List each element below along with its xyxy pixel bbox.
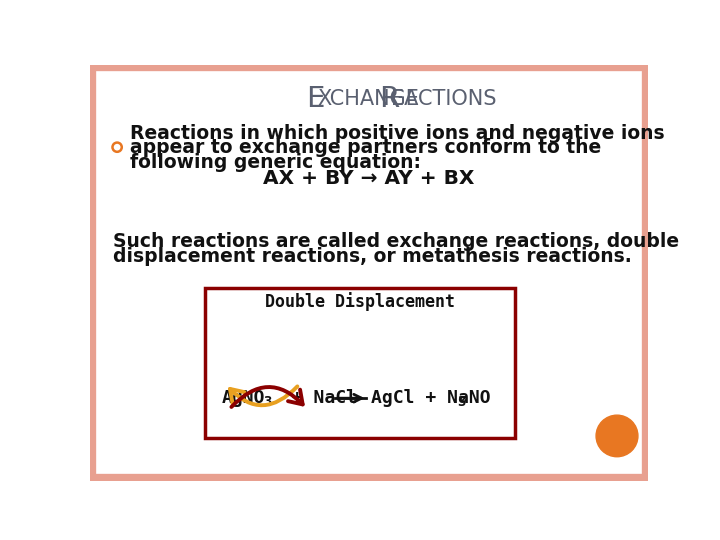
FancyBboxPatch shape [204,288,515,438]
Text: AgCl + NaNO: AgCl + NaNO [371,389,490,407]
FancyBboxPatch shape [92,67,646,478]
Text: XCHANGE: XCHANGE [318,90,420,110]
Text: AX + BY → AY + BX: AX + BY → AY + BX [264,169,474,188]
FancyArrowPatch shape [231,387,302,407]
Text: Such reactions are called exchange reactions, double: Such reactions are called exchange react… [113,232,680,252]
Text: following generic equation:: following generic equation: [130,153,421,172]
Text: Reactions in which positive ions and negative ions: Reactions in which positive ions and neg… [130,124,665,143]
Text: Double Displacement: Double Displacement [265,293,455,312]
Text: 3: 3 [457,395,466,409]
Text: EACTIONS: EACTIONS [391,90,496,110]
Text: AgNO: AgNO [222,389,265,407]
Circle shape [596,415,638,457]
Text: displacement reactions, or metathesis reactions.: displacement reactions, or metathesis re… [113,247,632,266]
Text: E: E [306,85,325,113]
Text: R: R [379,85,400,113]
Text: 3: 3 [263,395,271,409]
FancyArrowPatch shape [230,387,297,405]
Text: + NaCl: + NaCl [270,389,357,407]
Text: appear to exchange partners conform to the: appear to exchange partners conform to t… [130,138,601,158]
